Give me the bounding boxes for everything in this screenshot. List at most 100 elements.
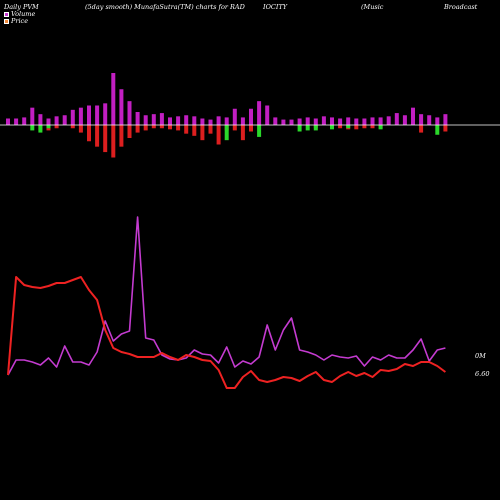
chart-header-company-part1: (Music: [361, 3, 384, 11]
up-bar: [176, 116, 181, 125]
down-bar: [176, 125, 181, 131]
legend-price: Price: [4, 17, 28, 25]
up-bar: [273, 117, 278, 125]
up-bar: [232, 108, 237, 125]
up-bar: [224, 117, 229, 125]
green-bar: [330, 125, 334, 130]
green-bar: [46, 125, 51, 129]
volume-axis-label: 0M: [475, 352, 486, 360]
down-bar: [151, 125, 156, 129]
up-bar: [192, 116, 197, 125]
up-bar: [143, 115, 148, 125]
chart-header-symbol: IOCITY: [263, 3, 288, 11]
down-bar: [240, 125, 245, 141]
up-bar: [14, 118, 19, 125]
green-bar: [257, 125, 262, 137]
up-bar: [297, 118, 302, 125]
down-bar: [419, 125, 424, 133]
up-bar: [78, 107, 83, 125]
green-bar: [224, 125, 229, 141]
up-bar: [435, 117, 440, 125]
green-bar: [305, 125, 310, 131]
down-bar: [443, 125, 448, 132]
down-bar: [143, 125, 148, 131]
up-bar: [111, 73, 116, 125]
up-bar: [151, 114, 156, 125]
up-bar: [62, 115, 67, 125]
legend-price-swatch: [4, 18, 9, 24]
green-bar: [38, 125, 43, 133]
up-bar: [6, 118, 10, 125]
up-bar: [30, 107, 35, 125]
up-bar: [411, 107, 415, 125]
up-bar: [370, 117, 375, 125]
up-bar: [354, 118, 359, 125]
down-bar: [119, 125, 124, 147]
green-bar: [378, 125, 383, 130]
up-bar: [95, 105, 100, 125]
legend-volume: Volume: [4, 10, 35, 18]
green-bar: [435, 125, 440, 135]
up-bar: [184, 115, 189, 125]
up-bar: [200, 118, 205, 125]
up-bar: [103, 103, 108, 125]
up-bar: [378, 117, 383, 125]
up-bar: [54, 116, 59, 125]
up-bar: [443, 114, 448, 125]
up-bar: [394, 113, 399, 125]
down-bar: [87, 125, 91, 142]
up-bar: [127, 101, 132, 125]
up-bar: [38, 114, 43, 125]
up-bar: [281, 119, 286, 125]
up-bar: [346, 117, 351, 125]
up-bar: [46, 118, 51, 125]
down-bar: [216, 125, 221, 145]
down-bar: [127, 125, 132, 138]
up-bar: [22, 117, 27, 125]
volume-line: [7, 216, 446, 376]
down-bar: [111, 125, 116, 158]
up-bar: [338, 118, 343, 125]
down-bar: [103, 125, 108, 153]
up-bar: [402, 115, 407, 125]
down-bar: [192, 125, 197, 136]
down-bar: [354, 125, 359, 130]
up-bar: [265, 105, 270, 125]
green-bar: [346, 125, 351, 129]
down-bar: [70, 125, 75, 129]
up-bar: [249, 108, 253, 125]
legend-price-label: Price: [11, 17, 29, 25]
up-bar: [419, 114, 424, 125]
down-bar: [370, 125, 375, 129]
green-bar: [313, 125, 318, 131]
down-bar: [168, 125, 172, 130]
up-bar: [168, 117, 172, 125]
chart-header-company-part2: Broadcast: [444, 3, 478, 11]
up-bar: [362, 118, 367, 125]
up-bar: [321, 116, 326, 125]
green-bar: [297, 125, 302, 132]
up-bar: [208, 119, 213, 125]
down-bar: [232, 125, 237, 131]
legend-volume-label: Volume: [11, 10, 36, 18]
up-bar: [313, 118, 318, 125]
up-bar: [216, 116, 221, 125]
up-bar: [257, 101, 262, 125]
down-bar: [249, 125, 253, 132]
down-bar: [208, 125, 213, 134]
price-line: [7, 276, 446, 389]
up-bar: [87, 105, 91, 125]
up-bar: [240, 117, 245, 125]
up-bar: [159, 113, 164, 125]
down-bar: [95, 125, 100, 147]
price-axis-label: 6.60: [475, 370, 489, 378]
up-bar: [330, 117, 334, 125]
down-bar: [184, 125, 189, 134]
down-bar: [362, 125, 367, 129]
chart-header-title: Daily PVM: [4, 3, 39, 11]
up-bar: [427, 115, 432, 125]
chart-header-subtitle: (5day smooth) MunafaSutra(TM) charts for…: [85, 3, 245, 11]
down-bar: [135, 125, 140, 133]
down-bar: [338, 125, 343, 129]
